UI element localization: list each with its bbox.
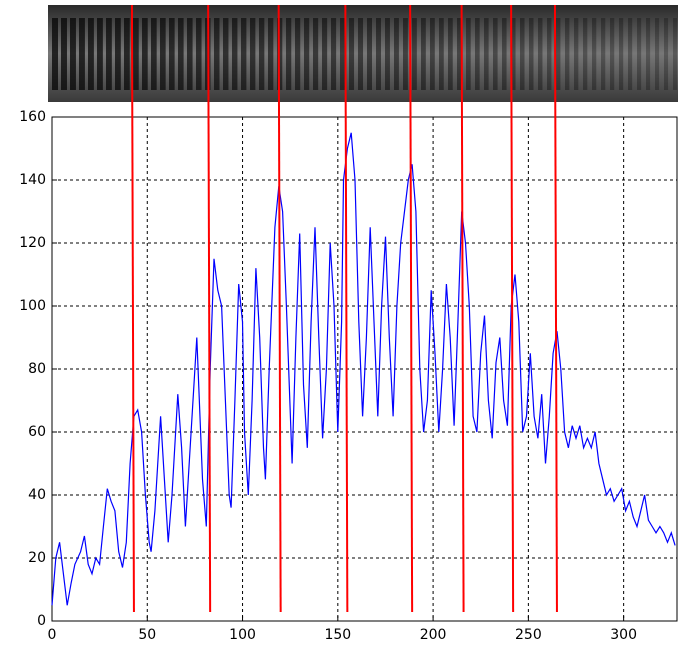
y-tick-label: 140 [19, 172, 46, 188]
image-texture [124, 18, 130, 90]
image-texture [439, 18, 444, 90]
image-texture [97, 18, 103, 90]
x-tick-label: 150 [324, 627, 351, 643]
image-texture [196, 18, 202, 90]
image-texture [187, 18, 193, 90]
image-texture [628, 18, 633, 90]
image-texture [565, 18, 570, 90]
image-texture [610, 18, 615, 90]
image-texture [52, 18, 58, 90]
image-texture [592, 18, 597, 90]
image-texture [619, 18, 624, 90]
image-texture [106, 18, 112, 90]
image-texture [601, 18, 606, 90]
image-texture [286, 18, 292, 90]
marker-line [207, 4, 212, 613]
image-texture [655, 18, 660, 90]
y-tick-label: 160 [19, 109, 46, 125]
image-texture [394, 18, 399, 90]
image-texture [448, 18, 453, 90]
image-texture [313, 18, 319, 90]
image-texture [376, 18, 381, 90]
image-texture [259, 18, 265, 90]
image-texture [214, 18, 220, 90]
image-texture [169, 18, 175, 90]
image-texture [583, 18, 588, 90]
image-texture [178, 18, 184, 90]
image-texture [322, 18, 328, 90]
image-texture [502, 18, 507, 90]
image-texture [223, 18, 229, 90]
image-texture [151, 18, 157, 90]
marker-line [130, 4, 135, 613]
image-texture [637, 18, 642, 90]
y-tick-label: 0 [37, 613, 46, 629]
image-texture [520, 18, 525, 90]
x-tick-label: 100 [229, 627, 256, 643]
image-strip [48, 5, 678, 102]
image-texture [421, 18, 426, 90]
y-tick-label: 100 [19, 298, 46, 314]
image-texture [646, 18, 651, 90]
image-texture [484, 18, 489, 90]
marker-line [510, 4, 515, 613]
y-tick-label: 120 [19, 235, 46, 251]
image-texture [529, 18, 534, 90]
image-texture [466, 18, 471, 90]
image-texture [673, 18, 678, 90]
image-texture [358, 18, 364, 90]
image-texture [385, 18, 390, 90]
axes-frame [51, 116, 678, 622]
x-tick-label: 250 [515, 627, 542, 643]
image-texture [295, 18, 301, 90]
image-texture [304, 18, 310, 90]
image-texture [493, 18, 498, 90]
y-tick-label: 80 [28, 361, 46, 377]
marker-line [409, 4, 414, 613]
plot: 0 20 40 60 80 100 120 140 160 0 50 100 150 200 250 300 [19, 109, 678, 643]
x-tick-label: 300 [610, 627, 637, 643]
image-texture [367, 18, 372, 90]
image-texture [232, 18, 238, 90]
image-texture [268, 18, 274, 90]
x-tick-label: 0 [48, 627, 57, 643]
image-texture [142, 18, 148, 90]
image-texture [556, 18, 561, 90]
image-texture [115, 18, 121, 90]
image-texture [349, 18, 355, 90]
image-texture [457, 18, 462, 90]
image-texture [547, 18, 552, 90]
image-texture [160, 18, 166, 90]
y-tick-label: 40 [28, 487, 46, 503]
image-texture [79, 18, 85, 90]
image-texture [61, 18, 67, 90]
data-line [51, 132, 676, 606]
x-tick-label: 200 [420, 627, 447, 643]
image-texture [331, 18, 337, 90]
image-texture [241, 18, 247, 90]
image-texture [574, 18, 579, 90]
image-texture [412, 18, 417, 90]
image-texture [403, 18, 408, 90]
image-texture [250, 18, 256, 90]
image-texture [340, 18, 346, 90]
image-texture [475, 18, 480, 90]
marker-line [460, 4, 465, 613]
x-tick-label: 50 [138, 627, 156, 643]
marker-line [344, 4, 349, 613]
image-texture [70, 18, 76, 90]
image-texture [88, 18, 94, 90]
marker-line [553, 4, 558, 613]
marker-line [277, 4, 282, 613]
image-texture [664, 18, 669, 90]
image-texture [511, 18, 516, 90]
image-texture [538, 18, 543, 90]
image-texture [430, 18, 435, 90]
y-tick-label: 20 [28, 550, 46, 566]
image-texture [133, 18, 139, 90]
y-tick-label: 60 [28, 424, 46, 440]
